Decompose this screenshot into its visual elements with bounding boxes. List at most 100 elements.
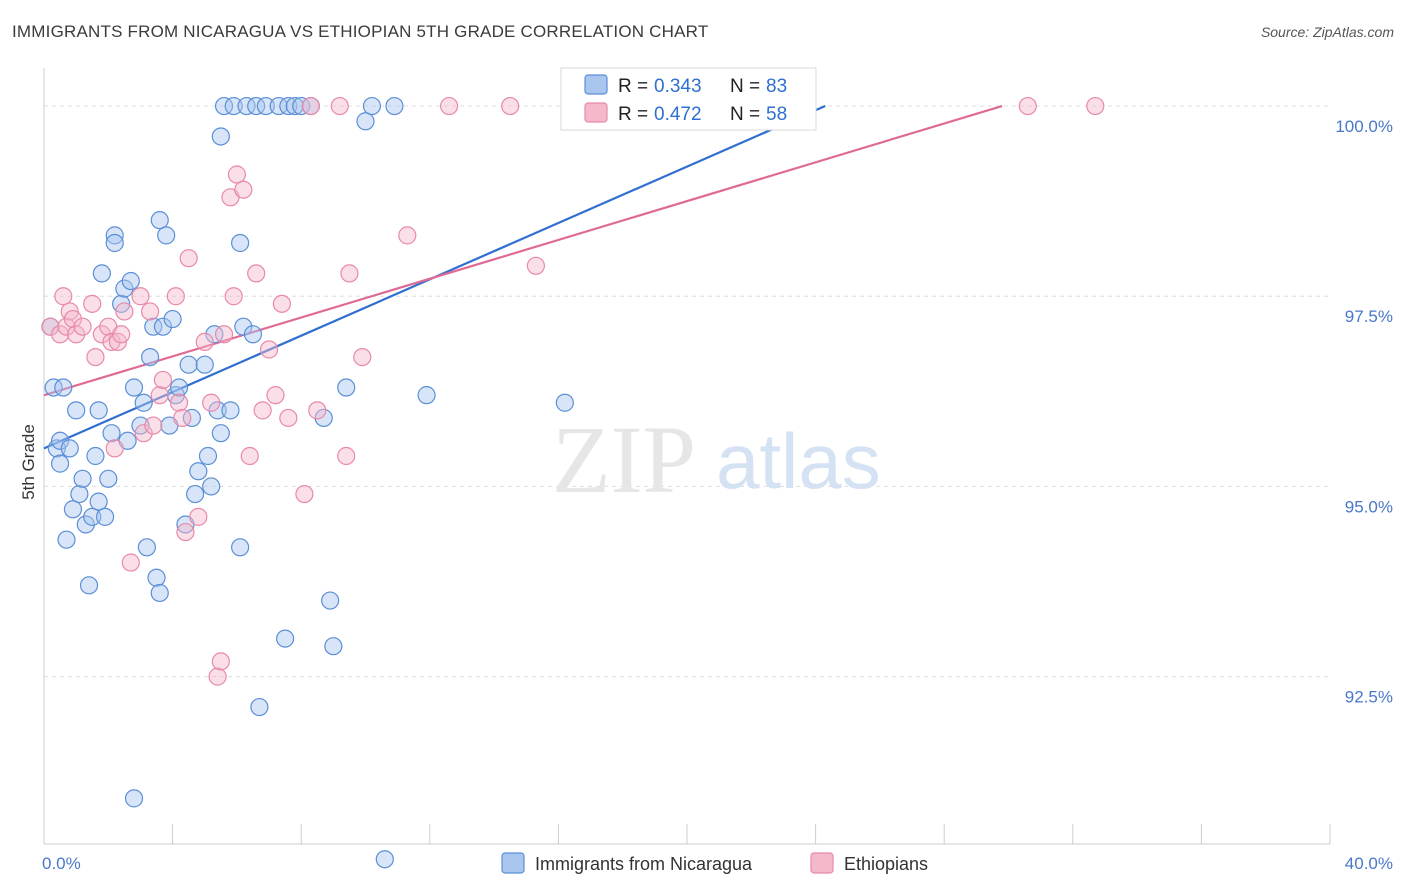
ethiopians-point-24 bbox=[166, 287, 185, 306]
nicaragua-point-58 bbox=[224, 96, 243, 116]
nicaragua-point-45 bbox=[179, 355, 198, 374]
nicaragua-point-65 bbox=[250, 697, 269, 717]
nicaragua-point-4 bbox=[50, 454, 70, 473]
nicaragua-point-69 bbox=[279, 96, 298, 116]
ethiopians-point-44 bbox=[272, 294, 292, 313]
ethiopians-point-20 bbox=[140, 302, 160, 321]
nicaragua-point-19 bbox=[95, 507, 115, 526]
ethiopians-point-28 bbox=[179, 249, 198, 268]
y-tick-label-0: 92.5% bbox=[1345, 688, 1393, 707]
source-label: Source: ZipAtlas.com bbox=[1260, 24, 1394, 40]
legend-n-value-ethiopians: 58 bbox=[766, 104, 787, 125]
ethiopians-point-9 bbox=[86, 347, 105, 367]
ethiopians-point-19 bbox=[134, 424, 153, 443]
nicaragua-point-55 bbox=[211, 127, 230, 146]
ethiopians-point-45 bbox=[279, 408, 298, 428]
ethiopians-trend-line bbox=[43, 104, 1003, 397]
nicaragua-point-74 bbox=[321, 591, 340, 610]
nicaragua-point-37 bbox=[150, 211, 169, 230]
nicaragua-point-9 bbox=[67, 401, 86, 420]
nicaragua-point-63 bbox=[243, 325, 263, 344]
nicaragua-point-82 bbox=[555, 393, 574, 412]
nicaragua-point-81 bbox=[417, 386, 436, 405]
ethiopians-point-50 bbox=[337, 446, 356, 466]
legend-box: R = 0.343 N = 83 R = 0.472 N = 58 bbox=[560, 67, 817, 131]
nicaragua-point-8 bbox=[63, 500, 83, 519]
ethiopians-point-42 bbox=[259, 340, 279, 359]
ethiopians-point-2 bbox=[54, 287, 73, 306]
ethiopians-point-6 bbox=[67, 325, 86, 344]
legend-r-value-nicaragua: 0.343 bbox=[654, 76, 702, 97]
nicaragua-point-35 bbox=[147, 568, 166, 587]
ethiopians-point-21 bbox=[144, 416, 163, 435]
legend-r-label-ethiopians: R = bbox=[618, 104, 648, 125]
nicaragua-point-64 bbox=[247, 96, 266, 116]
ethiopians-point-40 bbox=[247, 264, 266, 283]
bottom-legend-label-ethiopians: Ethiopians bbox=[844, 854, 928, 874]
ethiopians-point-53 bbox=[398, 226, 417, 245]
ethiopians-point-54 bbox=[439, 96, 459, 116]
nicaragua-point-17 bbox=[89, 401, 108, 420]
nicaragua-point-53 bbox=[208, 401, 227, 420]
x-tick-label-1: 40.0% bbox=[1345, 854, 1393, 873]
nicaragua-point-6 bbox=[57, 530, 76, 549]
nicaragua-point-77 bbox=[356, 112, 375, 131]
legend-n-value-nicaragua: 83 bbox=[766, 76, 787, 97]
ethiopians-point-26 bbox=[173, 408, 192, 428]
ethiopians-point-56 bbox=[526, 256, 545, 275]
nicaragua-point-73 bbox=[314, 408, 333, 428]
ethiopians-point-29 bbox=[189, 507, 208, 526]
nicaragua-point-80 bbox=[385, 96, 404, 116]
watermark: ZIP atlas bbox=[552, 406, 881, 513]
ethiopians-point-36 bbox=[224, 287, 243, 306]
nicaragua-point-27 bbox=[121, 271, 140, 291]
ethiopians-point-55 bbox=[501, 96, 520, 116]
nicaragua-point-66 bbox=[256, 96, 275, 116]
bottom-legend-swatch-nicaragua bbox=[501, 852, 525, 874]
nicaragua-point-71 bbox=[292, 96, 311, 116]
ethiopians-point-15 bbox=[112, 325, 131, 344]
ethiopians-point-16 bbox=[115, 302, 134, 321]
ethiopians-point-34 bbox=[214, 325, 234, 344]
y-tick-label-3: 100.0% bbox=[1335, 117, 1393, 136]
legend-r-value-ethiopians: 0.472 bbox=[654, 104, 702, 125]
nicaragua-point-31 bbox=[134, 393, 153, 412]
nicaragua-point-68 bbox=[276, 629, 295, 648]
ethiopians-point-47 bbox=[301, 96, 320, 116]
nicaragua-point-46 bbox=[182, 408, 201, 428]
nicaragua-point-50 bbox=[198, 446, 218, 466]
legend-r-label-nicaragua: R = bbox=[618, 76, 648, 97]
nicaragua-point-75 bbox=[324, 637, 343, 656]
ethiopians-point-17 bbox=[121, 553, 140, 572]
nicaragua-point-60 bbox=[231, 233, 250, 253]
bottom-legend-swatch-ethiopians bbox=[810, 852, 834, 874]
nicaragua-point-34 bbox=[144, 317, 163, 336]
ethiopians-point-52 bbox=[353, 347, 372, 367]
ethiopians-point-38 bbox=[234, 180, 253, 199]
nicaragua-point-67 bbox=[269, 96, 288, 116]
ethiopians-point-23 bbox=[153, 370, 173, 390]
ethiopians-point-37 bbox=[227, 165, 246, 184]
nicaragua-point-43 bbox=[169, 378, 189, 397]
ethiopians-point-18 bbox=[131, 287, 150, 306]
legend-swatch-nicaragua bbox=[584, 74, 608, 95]
nicaragua-point-41 bbox=[163, 309, 182, 329]
nicaragua-point-29 bbox=[124, 378, 144, 397]
ethiopians-point-8 bbox=[83, 294, 102, 313]
nicaragua-point-78 bbox=[362, 96, 382, 116]
ethiopians-point-25 bbox=[169, 393, 189, 412]
nicaragua-point-51 bbox=[202, 477, 221, 496]
nicaragua-point-3 bbox=[50, 431, 70, 450]
y-axis-label: 5th Grade bbox=[19, 424, 38, 500]
ethiopians-point-31 bbox=[202, 393, 221, 412]
ethiopians-point-13 bbox=[105, 439, 124, 458]
nicaragua-point-22 bbox=[105, 226, 124, 245]
nicaragua-point-39 bbox=[157, 226, 176, 245]
ethiopians-point-27 bbox=[176, 522, 195, 542]
nicaragua-point-23 bbox=[105, 233, 124, 253]
watermark-atlas: atlas bbox=[716, 417, 881, 505]
nicaragua-point-70 bbox=[285, 96, 304, 116]
nicaragua-point-57 bbox=[221, 401, 240, 420]
nicaragua-point-1 bbox=[44, 378, 63, 397]
